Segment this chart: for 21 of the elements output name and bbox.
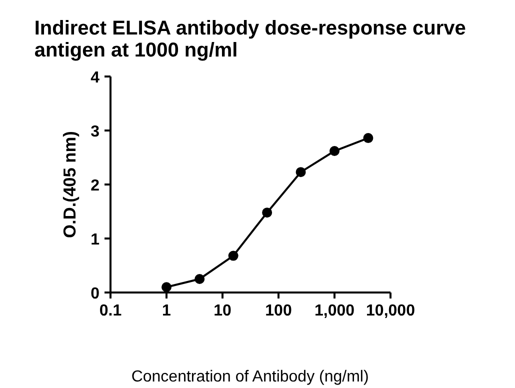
point <box>228 250 238 261</box>
x-tick-label: 100 <box>265 302 292 320</box>
x-tick-label: 10,000 <box>366 302 416 320</box>
y-axis-title: O.D.(405 nm) <box>60 131 80 238</box>
point <box>194 274 205 284</box>
point <box>296 167 306 178</box>
point <box>162 282 172 292</box>
y-tick-label: 4 <box>90 70 100 86</box>
x-tick-label: 1,000 <box>314 302 355 320</box>
x-axis-title: Concentration of Antibody (ng/ml) <box>131 368 369 386</box>
chart-title: Indirect ELISA antibody dose-response curve antigen at 1000 ng/ml <box>34 18 466 62</box>
point <box>262 208 272 218</box>
point <box>330 146 340 156</box>
x-tick-label: 1 <box>162 302 172 320</box>
x-tick-label: 10 <box>214 302 232 320</box>
y-tick-label: 1 <box>90 232 100 248</box>
y-tick-label: 3 <box>90 124 100 140</box>
y-tick-label: 0 <box>90 286 100 302</box>
x-tick-label: 0.1 <box>99 302 122 320</box>
y-tick-label: 2 <box>90 178 100 194</box>
point <box>363 133 374 144</box>
